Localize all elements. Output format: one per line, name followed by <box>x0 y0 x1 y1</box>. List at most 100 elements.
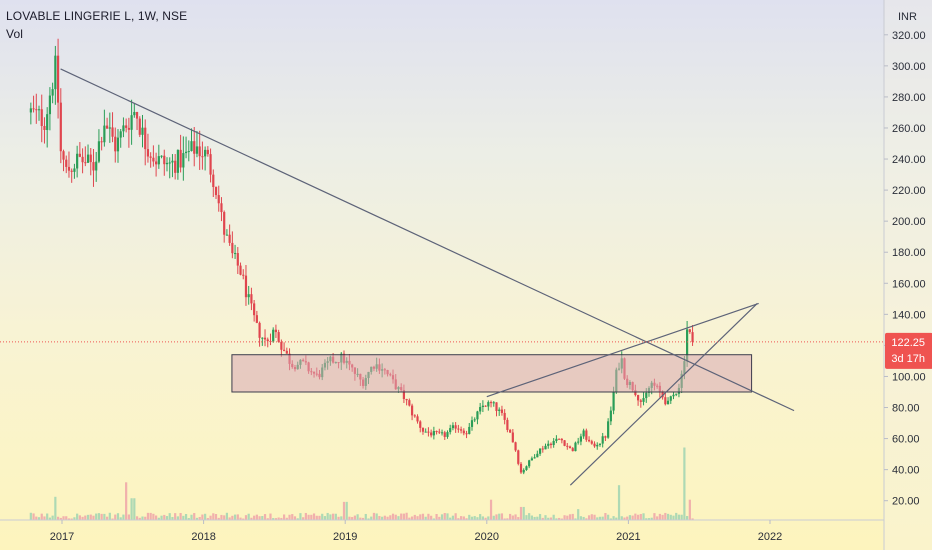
volume-bar <box>356 514 359 520</box>
volume-bar <box>465 518 468 520</box>
candle-up <box>176 149 179 173</box>
volume-bar <box>37 517 41 520</box>
y-tick-label: 280.00 <box>892 92 926 104</box>
bar-countdown: 3d 17h <box>891 353 925 365</box>
volume-bar <box>506 518 509 520</box>
candle-up <box>46 114 49 131</box>
y-tick-label: 240.00 <box>892 154 926 166</box>
x-tick-label: 2017 <box>50 531 74 543</box>
volume-bar <box>658 513 661 520</box>
volume-bar <box>552 514 555 520</box>
candle-down <box>35 109 38 111</box>
candle-down <box>228 234 231 243</box>
candle-up <box>247 294 250 298</box>
volume-bar <box>503 518 506 520</box>
volume-bar <box>133 498 136 520</box>
candle-up <box>424 431 427 433</box>
candle-down <box>138 118 141 135</box>
volume-bar <box>105 516 109 520</box>
volume-bar <box>138 517 141 520</box>
candle-up <box>533 457 536 459</box>
volume-bar <box>209 515 212 520</box>
candle-down <box>67 166 71 171</box>
candle-up <box>76 153 79 169</box>
candle-up <box>666 400 670 405</box>
candle-down <box>242 274 245 276</box>
volume-bar <box>54 496 57 520</box>
volume-bar <box>361 517 365 520</box>
volume-bar <box>462 516 465 520</box>
x-tick-label: 2019 <box>333 531 357 543</box>
volume-bar <box>470 516 474 520</box>
candle-down <box>56 55 60 103</box>
candle-down <box>217 195 220 204</box>
candle-down <box>62 151 65 160</box>
volume-bar <box>236 514 239 520</box>
volume-bar <box>386 516 389 520</box>
volume-bar <box>511 515 514 520</box>
volume-bar <box>182 515 185 520</box>
candle-up <box>525 466 528 470</box>
candle-up <box>51 89 54 96</box>
volume-bar <box>424 516 427 520</box>
y-tick-label: 300.00 <box>892 61 926 73</box>
volume-bar <box>558 517 561 520</box>
volume-bar <box>620 516 623 520</box>
volume-bar <box>495 514 498 520</box>
volume-bar <box>122 514 125 520</box>
candle-up <box>470 420 474 427</box>
volume-bar <box>130 498 133 520</box>
volume-bar <box>280 517 283 520</box>
volume-bar <box>645 518 648 520</box>
volume-bar <box>519 506 523 520</box>
candle-up <box>582 430 585 437</box>
volume-bar <box>272 518 275 520</box>
volume-bar <box>443 513 446 520</box>
volume-bar <box>204 513 207 520</box>
volume-bar <box>413 514 416 520</box>
volume-bar <box>487 516 490 520</box>
volume-bar <box>239 517 242 520</box>
candle-down <box>152 157 155 162</box>
volume-bar <box>92 515 95 520</box>
candle-down <box>274 329 278 333</box>
volume-bar <box>220 514 223 520</box>
candle-down <box>500 409 504 413</box>
volume-bar <box>348 516 351 520</box>
candle-up <box>37 109 41 111</box>
candle-up <box>187 151 190 153</box>
volume-bar <box>40 513 43 520</box>
volume-bar <box>626 516 629 520</box>
candle-up <box>73 168 76 172</box>
volume-bar <box>108 512 111 520</box>
volume-bar <box>114 514 117 520</box>
volume-bar <box>288 514 291 520</box>
volume-bar <box>489 499 493 520</box>
volume-bar <box>340 516 343 520</box>
volume-bar <box>323 516 327 520</box>
volume-bar <box>334 513 337 520</box>
volume-bar <box>231 515 234 520</box>
volume-bar <box>647 518 651 520</box>
volume-bar <box>206 518 209 520</box>
candle-up <box>160 155 163 157</box>
volume-bar <box>691 518 694 520</box>
candle-down <box>413 415 416 417</box>
volume-bar <box>141 516 144 520</box>
volume-bar <box>86 514 90 520</box>
volume-bar <box>397 516 400 520</box>
candle-down <box>114 136 117 152</box>
volume-bar <box>525 515 528 520</box>
candle-down <box>639 400 642 402</box>
volume-bar <box>533 516 536 520</box>
volume-bar <box>514 514 517 520</box>
volume-bar <box>402 513 406 520</box>
candle-down <box>519 463 523 473</box>
candle-up <box>108 127 111 129</box>
candle-down <box>100 141 103 143</box>
volume-bar <box>269 513 272 520</box>
volume-bar <box>198 516 201 520</box>
candle-down <box>438 431 441 433</box>
